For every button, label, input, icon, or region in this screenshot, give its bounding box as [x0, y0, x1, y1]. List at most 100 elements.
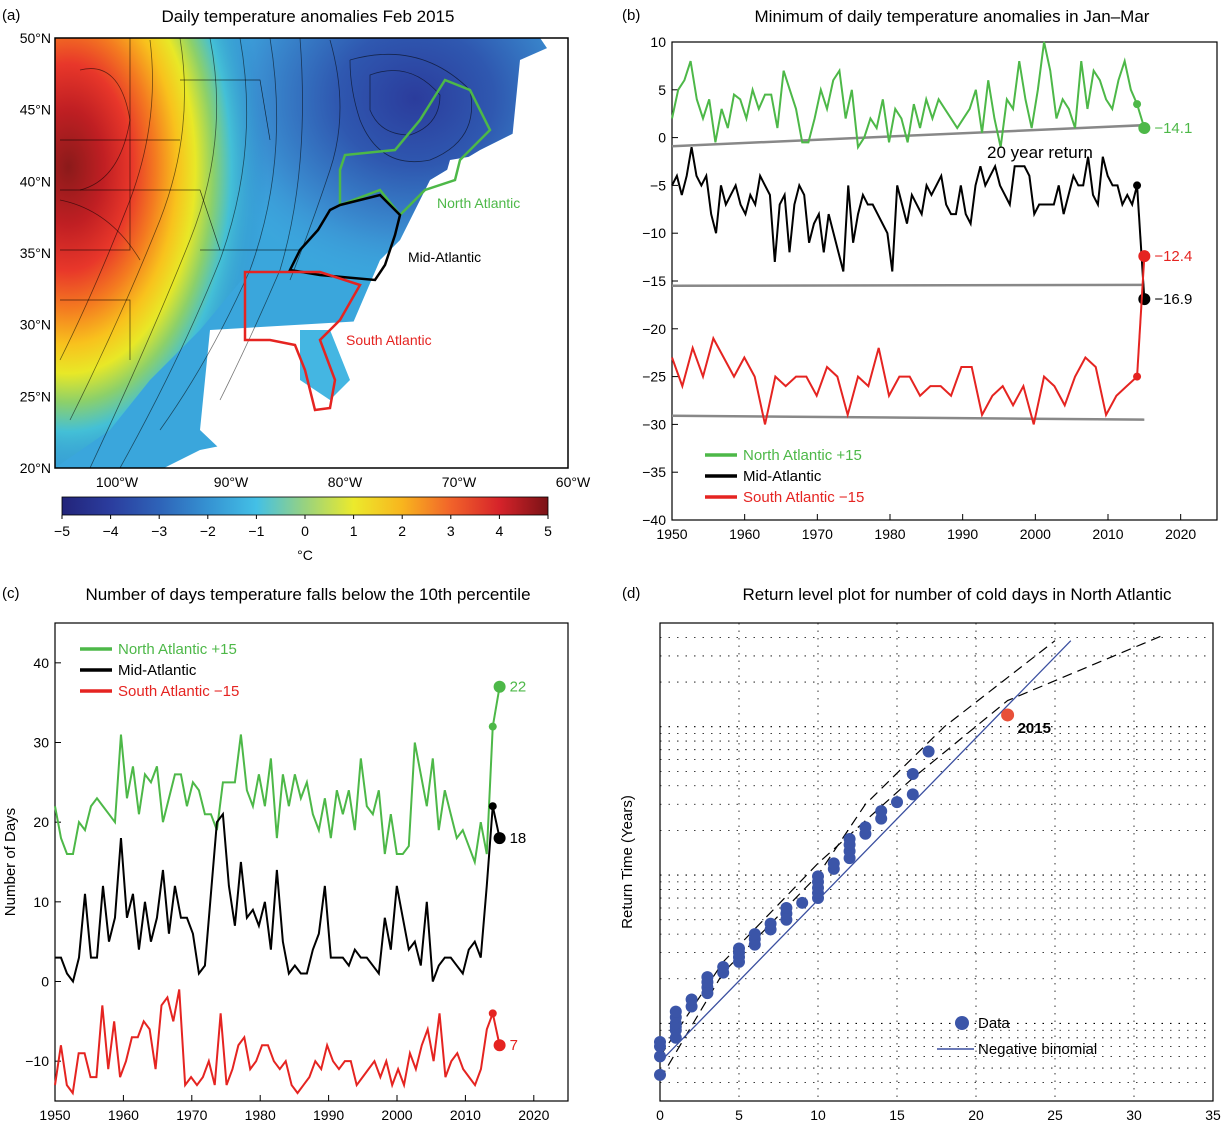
return-level-line	[671, 283, 1145, 288]
latitude-label: 20°N	[20, 460, 51, 476]
colorbar-tick-label: −4	[103, 523, 119, 539]
x-tick-label: 30	[1126, 1107, 1142, 1123]
data-point	[748, 928, 761, 941]
colorbar-tick-label: −5	[54, 523, 70, 539]
x-tick-label: 1960	[108, 1107, 139, 1123]
fit-line	[659, 640, 1072, 1063]
north-atlantic-label: North Atlantic	[437, 195, 520, 211]
colorbar-ticks: −5 −4 −3 −2 −1 0 1 2 3 4 5	[54, 515, 552, 539]
return-level-line	[671, 414, 1145, 421]
y-tick-label: 5	[658, 82, 666, 98]
x-tick-label: 2010	[450, 1107, 481, 1123]
series-2014-point	[488, 1009, 497, 1018]
series-line	[54, 726, 494, 866]
data-point	[843, 833, 856, 846]
latitude-label: 25°N	[20, 388, 51, 404]
longitude-label: 80°W	[328, 474, 363, 490]
series-line	[54, 989, 494, 1096]
colorbar-tick-label: 3	[447, 523, 455, 539]
data-point	[906, 788, 919, 801]
x-tick-label: 10	[810, 1107, 826, 1123]
data-point	[654, 1068, 666, 1081]
x-tick-label: 2020	[518, 1107, 549, 1123]
panel-d-title: Return level plot for number of cold day…	[743, 585, 1172, 604]
x-tick-label: 1980	[245, 1107, 276, 1123]
x-tick-label: 1950	[656, 526, 687, 542]
series-2014-point	[1133, 181, 1142, 190]
data-point	[717, 961, 730, 974]
mid-atlantic-label: Mid-Atlantic	[408, 249, 481, 265]
series-2015-point	[493, 680, 506, 693]
y-tick-label: 0	[658, 130, 666, 146]
x-tick-label: 15	[889, 1107, 905, 1123]
panel-c: (c) Number of days temperature falls bel…	[2, 585, 569, 1123]
series-2014-point	[488, 722, 497, 731]
legend-entry: Mid-Atlantic	[118, 662, 197, 679]
plot-frame	[54, 622, 569, 1102]
panel-a-tag: (a)	[2, 7, 20, 24]
y-tick-label: 10	[650, 34, 666, 50]
data-point	[780, 901, 793, 914]
x-tick-label: 2010	[1092, 526, 1123, 542]
data-point	[654, 1035, 666, 1048]
south-atlantic-label: South Atlantic	[346, 332, 432, 348]
panel-b: (b) Minimum of daily temperature anomali…	[622, 7, 1218, 542]
x-tick-label: 1990	[313, 1107, 344, 1123]
series-end-segment	[491, 686, 501, 727]
plot-frame	[659, 622, 1214, 1102]
x-tick-label: 1950	[39, 1107, 70, 1123]
x-tick-label: 0	[656, 1107, 664, 1123]
panel-d-tag: (d)	[622, 585, 640, 602]
x-tick-label: 35	[1205, 1107, 1221, 1123]
series-line	[671, 146, 1139, 272]
y-tick-label: −40	[642, 512, 666, 528]
colorbar-tick-label: −3	[151, 523, 167, 539]
return-annotation: 20 year return	[987, 143, 1093, 162]
y-tick-label: 40	[33, 655, 49, 671]
x-tick-label: 1960	[729, 526, 760, 542]
x-tick-label: 5	[735, 1107, 743, 1123]
y-tick-label: −10	[25, 1053, 49, 1069]
colorbar-tick-label: 5	[544, 523, 552, 539]
panel-d: (d) Return level plot for number of cold…	[619, 585, 1221, 1123]
legend-entry-fit: Negative binomial	[978, 1041, 1097, 1058]
series-2014-point	[1133, 372, 1142, 381]
data-point	[669, 1005, 682, 1018]
series-line	[55, 806, 494, 984]
legend-entry: South Atlantic −15	[743, 489, 864, 506]
latitude-label: 40°N	[20, 173, 51, 189]
x-tick-label: 1970	[176, 1107, 207, 1123]
x-tick-label: 2000	[381, 1107, 412, 1123]
series-2014-point	[1133, 100, 1142, 109]
y-tick-label: −10	[642, 225, 666, 241]
data-point	[764, 917, 777, 930]
series-2015-point	[493, 832, 506, 845]
legend-entry-data: Data	[978, 1015, 1010, 1032]
series-2015-point	[493, 1039, 506, 1052]
series-2014-point	[488, 802, 497, 811]
longitude-label: 70°W	[442, 474, 477, 490]
colorbar-label: °C	[297, 547, 313, 563]
y-tick-label: 10	[33, 894, 49, 910]
data-point	[859, 821, 872, 834]
panel-a-title: Daily temperature anomalies Feb 2015	[162, 7, 455, 26]
north-atlantic-region	[338, 78, 492, 217]
y-tick-label: −25	[642, 369, 666, 385]
colorbar-tick-label: −2	[200, 523, 216, 539]
highlight-label: 2015	[1018, 720, 1051, 737]
longitude-labels: 100°W 90°W 80°W 70°W 60°W	[96, 474, 591, 490]
plot-frame	[671, 41, 1218, 521]
panel-b-title: Minimum of daily temperature anomalies i…	[755, 7, 1150, 26]
colorbar-tick-label: 1	[350, 523, 358, 539]
x-tick-label: 1990	[947, 526, 978, 542]
y-tick-label: 0	[41, 974, 49, 990]
x-tick-label: 1970	[802, 526, 833, 542]
x-tick-label: 2020	[1165, 526, 1196, 542]
y-tick-label: −20	[642, 321, 666, 337]
y-tick-label: 30	[33, 735, 49, 751]
y-axis-label: Number of Days	[2, 808, 19, 916]
series-line	[671, 41, 1138, 151]
series-end-label: −12.4	[1154, 248, 1192, 265]
legend-entry: North Atlantic +15	[118, 641, 237, 658]
series-end-label: −16.9	[1154, 291, 1192, 308]
